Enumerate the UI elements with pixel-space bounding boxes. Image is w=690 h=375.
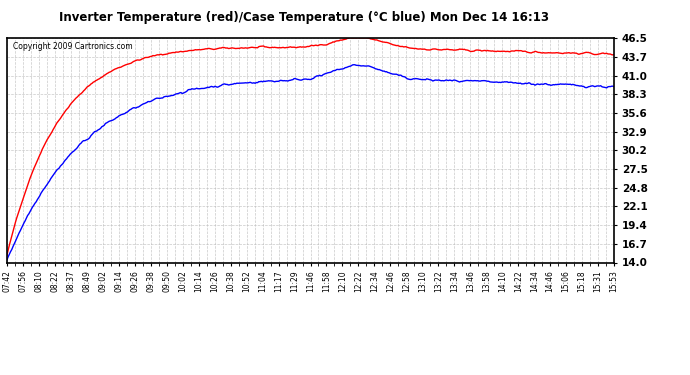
Text: Inverter Temperature (red)/Case Temperature (°C blue) Mon Dec 14 16:13: Inverter Temperature (red)/Case Temperat… (59, 11, 549, 24)
Text: Copyright 2009 Cartronics.com: Copyright 2009 Cartronics.com (13, 42, 132, 51)
